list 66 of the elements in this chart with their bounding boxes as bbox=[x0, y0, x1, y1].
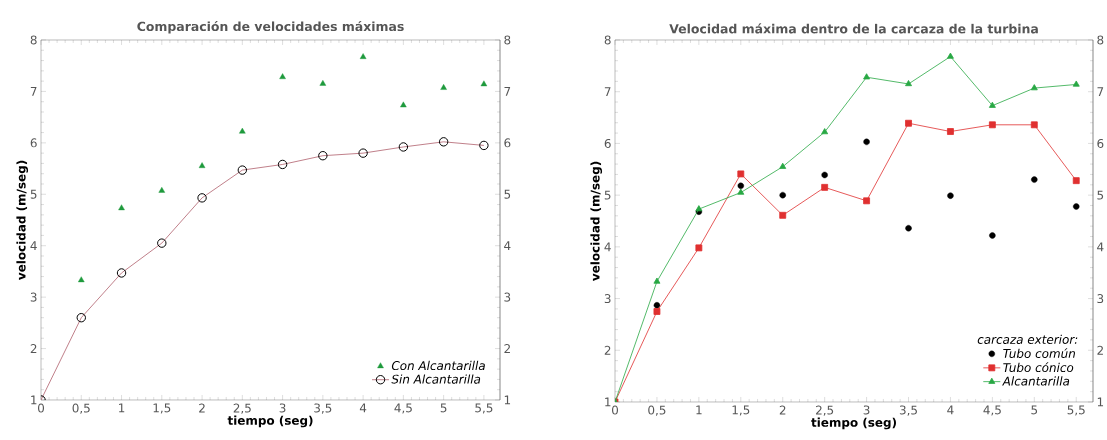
y2-tick-label: 4 bbox=[1097, 242, 1104, 252]
x-tick-label: 2 bbox=[779, 405, 786, 415]
x-tick-label: 3,5 bbox=[899, 405, 917, 416]
chart-title: Velocidad máxima dentro de la carcaza de la turbina bbox=[669, 23, 1038, 34]
x-tick-label: 4,5 bbox=[983, 405, 1001, 416]
y2-tick-label: 2 bbox=[1097, 345, 1103, 355]
x-tick-label: 2 bbox=[199, 403, 205, 413]
y-tick-label: 4 bbox=[30, 241, 37, 251]
x-tick-label: 4 bbox=[359, 403, 367, 413]
y-tick-label: 8 bbox=[604, 35, 611, 45]
x-tick-label: 1,5 bbox=[732, 405, 750, 416]
y2-tick-label: 5 bbox=[1097, 190, 1104, 200]
legend-label: Tubo cónico bbox=[1003, 362, 1074, 373]
legend-label: Con Alcantarilla bbox=[391, 360, 485, 371]
y-tick-label: 7 bbox=[30, 87, 37, 96]
y2-tick-label: 8 bbox=[1097, 35, 1104, 45]
x-tick-label: 0 bbox=[611, 405, 619, 415]
x-tick-label: 1 bbox=[696, 405, 702, 415]
x-tick-label: 5,5 bbox=[475, 403, 493, 414]
chart-title: Comparación de velocidades máximas bbox=[137, 20, 404, 34]
x-tick-label: 4 bbox=[947, 405, 954, 415]
y2-tick-label: 2 bbox=[504, 344, 510, 353]
x-tick-label: 5 bbox=[440, 403, 447, 413]
y-tick-label: 1 bbox=[31, 395, 37, 405]
x-axis-title: tiempo (seg) bbox=[227, 415, 313, 428]
y-tick-label: 7 bbox=[604, 87, 611, 97]
legend-label: Tubo común bbox=[1003, 348, 1075, 359]
x-tick-label: 5,5 bbox=[1067, 405, 1085, 416]
x-tick-label: 1,5 bbox=[153, 403, 171, 414]
y-axis-title: velocidad (m/seg) bbox=[16, 160, 29, 280]
y-tick-label: 4 bbox=[604, 242, 611, 252]
y-tick-label: 8 bbox=[30, 35, 37, 45]
y2-tick-label: 3 bbox=[1097, 294, 1104, 304]
x-tick-label: 0,5 bbox=[648, 405, 666, 416]
x-tick-label: 3 bbox=[279, 403, 286, 413]
y2-tick-label: 8 bbox=[504, 35, 511, 45]
y-tick-label: 3 bbox=[30, 292, 37, 302]
x-tick-label: 3 bbox=[863, 405, 870, 415]
x-tick-label: 5 bbox=[1031, 405, 1038, 415]
legend-label: Sin Alcantarilla bbox=[391, 374, 481, 384]
y2-tick-label: 6 bbox=[1097, 138, 1104, 148]
x-tick-label: 0 bbox=[37, 403, 45, 413]
x-tick-label: 2,5 bbox=[816, 405, 834, 416]
legend-label: Alcantarilla bbox=[1002, 376, 1070, 386]
y2-tick-label: 6 bbox=[504, 138, 511, 148]
y-tick-label: 2 bbox=[604, 345, 611, 355]
y-tick-label: 5 bbox=[30, 189, 37, 199]
y-tick-label: 3 bbox=[604, 294, 611, 304]
y2-tick-label: 7 bbox=[1097, 87, 1104, 97]
x-axis-title: tiempo (seg) bbox=[811, 417, 896, 430]
y-axis-title: velocidad (m/seg) bbox=[590, 161, 603, 281]
x-tick-label: 3,5 bbox=[314, 403, 332, 414]
x-tick-label: 4,5 bbox=[394, 403, 412, 414]
y-tick-label: 5 bbox=[604, 190, 611, 200]
x-tick-label: 1 bbox=[119, 403, 125, 413]
y2-tick-label: 7 bbox=[504, 87, 511, 96]
y2-tick-label: 5 bbox=[504, 189, 511, 199]
y2-tick-label: 3 bbox=[504, 292, 511, 302]
y2-tick-label: 1 bbox=[504, 395, 511, 405]
y-tick-label: 6 bbox=[30, 138, 37, 148]
y-tick-label: 6 bbox=[604, 138, 611, 148]
legend-title: carcaza exterior: bbox=[977, 334, 1078, 344]
y-tick-label: 2 bbox=[30, 344, 37, 353]
y2-tick-label: 4 bbox=[504, 241, 511, 251]
x-tick-label: 2,5 bbox=[233, 403, 251, 414]
x-tick-label: 0,5 bbox=[72, 403, 90, 414]
